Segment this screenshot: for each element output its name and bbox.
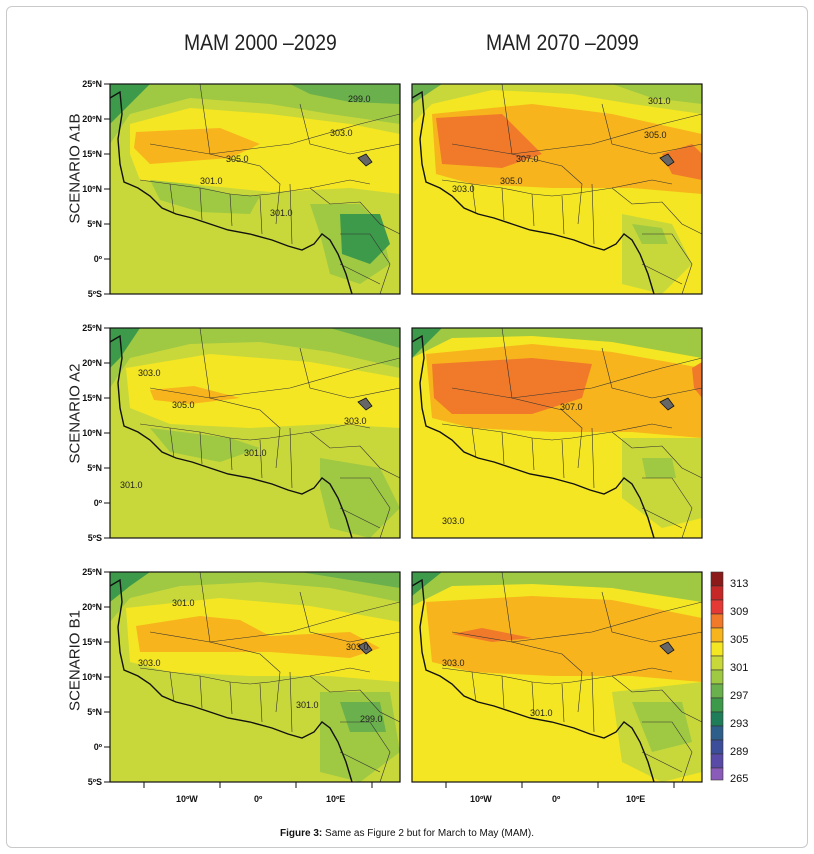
panel-a2-present: 303.0 305.0 303.0 301.0 301.0 xyxy=(109,327,401,539)
lat-label: 15ºN xyxy=(82,149,102,159)
lat-label: 5ºS xyxy=(87,777,102,787)
contour-label: 307.0 xyxy=(516,154,539,164)
legend-label: 293 xyxy=(730,718,749,730)
contour-label: 303.0 xyxy=(138,368,161,378)
contour-label: 303.0 xyxy=(344,416,367,426)
lat-label: 25ºN xyxy=(82,323,102,333)
legend-label: 301 xyxy=(730,662,749,674)
panel-a2-future: 307.0 303.0 xyxy=(411,327,703,539)
lat-label: 10ºN xyxy=(82,184,102,194)
lat-label: 25ºN xyxy=(82,79,102,89)
panel-a1b-future: 301.0 305.0 307.0 305.0 303.0 xyxy=(411,83,703,295)
lat-label: 20ºN xyxy=(82,358,102,368)
lon-label: 10ºE xyxy=(326,794,346,804)
lat-label: 5ºN xyxy=(87,707,102,717)
contour-label: 305.0 xyxy=(644,130,667,140)
contour-label: 301.0 xyxy=(530,708,553,718)
contour-label: 301.0 xyxy=(172,598,195,608)
contour-label: 299.0 xyxy=(360,714,383,724)
contour-label: 301.0 xyxy=(270,208,293,218)
contour-label: 307.0 xyxy=(560,402,583,412)
contour-label: 305.0 xyxy=(172,400,195,410)
legend-label: 305 xyxy=(730,634,749,646)
contour-label: 305.0 xyxy=(500,176,523,186)
contour-label: 301.0 xyxy=(244,448,267,458)
lat-label: 5ºN xyxy=(87,463,102,473)
contour-label: 303.0 xyxy=(330,128,353,138)
panel-b1-present: 301.0 303.0 303.0 301.0 299.0 xyxy=(109,571,401,783)
contour-label: 303.0 xyxy=(442,516,465,526)
legend-label: 297 xyxy=(730,690,749,702)
lat-label: 0º xyxy=(93,498,102,508)
contour-label: 301.0 xyxy=(200,176,223,186)
caption-label: Figure 3: xyxy=(280,828,323,839)
lon-label: 10ºW xyxy=(470,794,492,804)
lat-label: 5ºN xyxy=(87,219,102,229)
column-title-present: MAM 2000 –2029 xyxy=(184,30,337,55)
lat-label: 25ºN xyxy=(82,567,102,577)
lat-ticks xyxy=(104,83,675,788)
contour-label: 301.0 xyxy=(120,480,143,490)
lat-label: 15ºN xyxy=(82,637,102,647)
panel-b1-future: 303.0 301.0 xyxy=(411,571,703,783)
lat-label: 10ºN xyxy=(82,672,102,682)
lat-label: 5ºS xyxy=(87,533,102,543)
contour-label: 303.0 xyxy=(346,642,369,652)
lat-label: 20ºN xyxy=(82,114,102,124)
legend-colorbar xyxy=(710,571,724,781)
contour-label: 303.0 xyxy=(452,184,475,194)
lon-label: 10ºW xyxy=(176,794,198,804)
panel-a1b-present: 299.0 303.0 305.0 301.0 301.0 xyxy=(109,83,401,295)
contour-label: 305.0 xyxy=(226,154,249,164)
contour-label: 301.0 xyxy=(648,96,671,106)
lat-label: 0º xyxy=(93,742,102,752)
figure-caption: Figure 3: Same as Figure 2 but for March… xyxy=(0,828,814,839)
lat-label: 20ºN xyxy=(82,602,102,612)
lat-label: 5ºS xyxy=(87,289,102,299)
column-title-future: MAM 2070 –2099 xyxy=(486,30,639,55)
contour-label: 303.0 xyxy=(138,658,161,668)
contour-label: 301.0 xyxy=(296,700,319,710)
legend-label: 309 xyxy=(730,606,749,618)
caption-text: Same as Figure 2 but for March to May (M… xyxy=(322,828,534,839)
lon-label: 10ºE xyxy=(626,794,646,804)
lat-label: 0º xyxy=(93,254,102,264)
legend-label: 265 xyxy=(730,773,749,785)
lat-label: 10ºN xyxy=(82,428,102,438)
legend-label: 313 xyxy=(730,578,749,590)
legend-label: 289 xyxy=(730,746,749,758)
contour-label: 299.0 xyxy=(348,94,371,104)
lat-label: 15ºN xyxy=(82,393,102,403)
lon-label: 0º xyxy=(254,794,263,804)
contour-label: 303.0 xyxy=(442,658,465,668)
lon-label: 0º xyxy=(552,794,561,804)
